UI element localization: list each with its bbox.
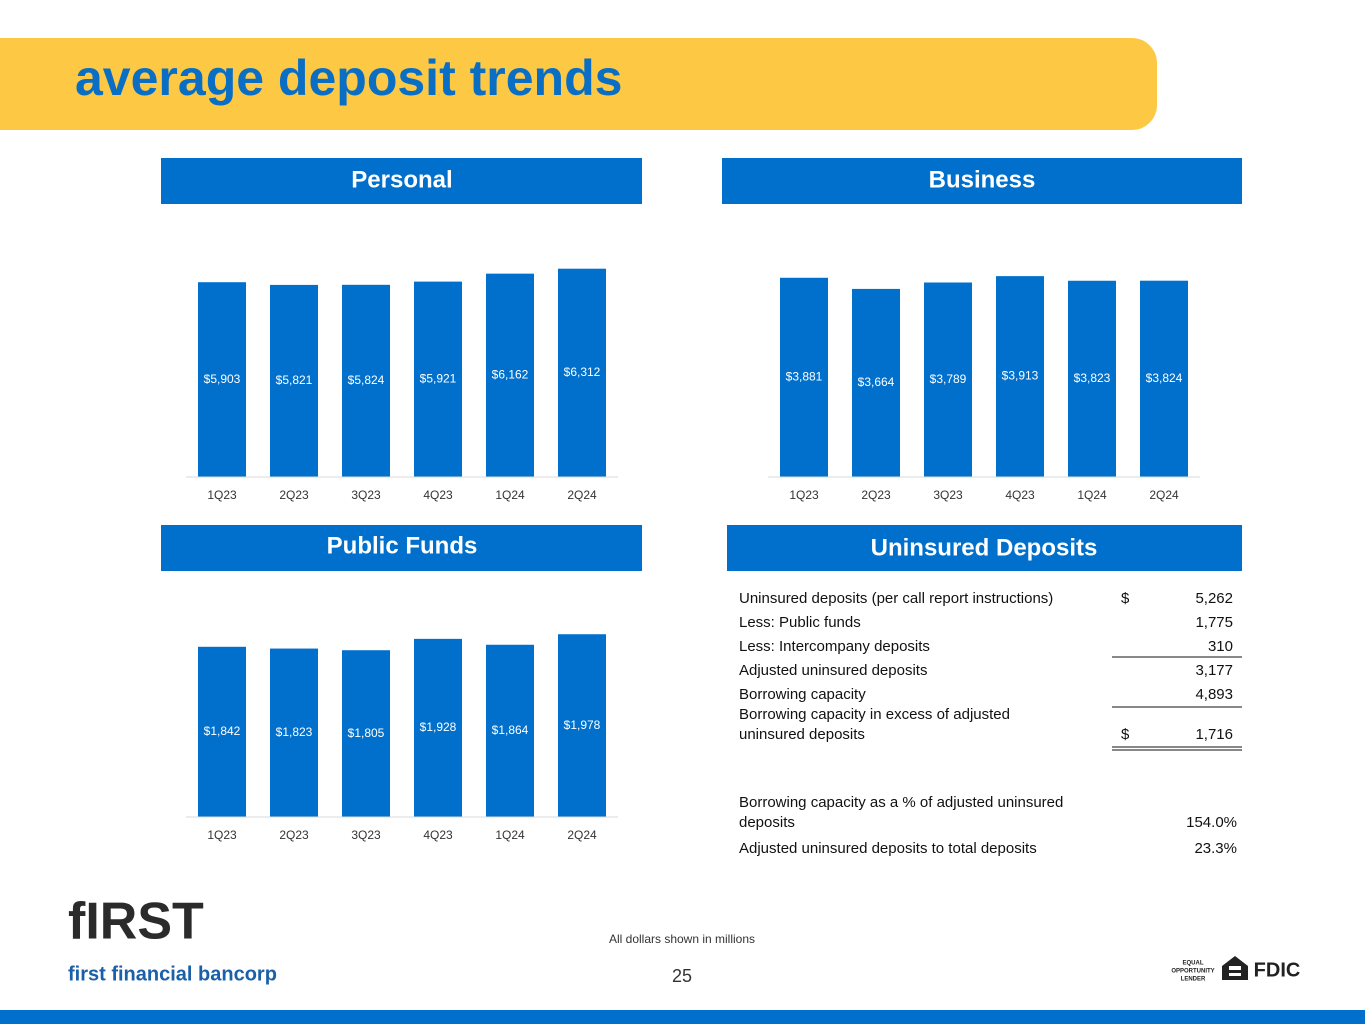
bar xyxy=(414,638,462,817)
bar xyxy=(342,284,390,477)
bar xyxy=(198,646,246,817)
row-value: 4,893 xyxy=(1195,686,1233,703)
bar xyxy=(270,648,318,817)
bar xyxy=(1140,280,1188,477)
row-value: 1,716 xyxy=(1195,726,1233,743)
value-label: $1,928 xyxy=(420,720,457,734)
x-tick-label: 4Q23 xyxy=(423,828,453,842)
x-tick-label: 1Q24 xyxy=(495,828,525,842)
bar xyxy=(780,277,828,477)
panel-title: Business xyxy=(929,166,1036,193)
row-value: 23.3% xyxy=(1194,840,1237,857)
badge-text: OPPORTUNITY xyxy=(1171,969,1214,975)
value-label: $1,823 xyxy=(276,725,313,739)
row-value: 1,775 xyxy=(1195,614,1233,631)
row-label: Borrowing capacity as a % of adjusted un… xyxy=(739,794,1063,811)
row-label: uninsured deposits xyxy=(739,726,865,743)
panel-title: Uninsured Deposits xyxy=(871,534,1098,561)
row-label: Less: Public funds xyxy=(739,614,861,631)
company-name: first financial bancorp xyxy=(68,963,277,985)
value-label: $3,824 xyxy=(1146,371,1183,385)
row-currency: $ xyxy=(1121,590,1130,607)
logo: fIRST xyxy=(68,893,204,951)
bar xyxy=(1068,280,1116,477)
x-tick-label: 2Q24 xyxy=(567,488,597,502)
value-label: $1,864 xyxy=(492,723,529,737)
panel-header xyxy=(727,525,1242,571)
bar xyxy=(996,276,1044,477)
x-tick-label: 3Q23 xyxy=(351,828,381,842)
x-tick-label: 2Q23 xyxy=(861,488,891,502)
panel-header xyxy=(161,525,642,571)
value-label: $3,789 xyxy=(930,372,967,386)
x-tick-label: 3Q23 xyxy=(351,488,381,502)
title-banner xyxy=(0,38,1157,130)
row-label: Borrowing capacity xyxy=(739,686,866,703)
panel-title: Public Funds xyxy=(327,532,478,559)
bar xyxy=(924,282,972,477)
row-label: Less: Intercompany deposits xyxy=(739,638,930,655)
value-label: $5,903 xyxy=(204,372,241,386)
panel-header xyxy=(161,158,642,204)
bar xyxy=(558,634,606,817)
value-label: $6,312 xyxy=(564,365,601,379)
bar xyxy=(270,284,318,477)
row-label: Uninsured deposits (per call report inst… xyxy=(739,590,1053,607)
badge-text: LENDER xyxy=(1181,977,1206,983)
x-tick-label: 3Q23 xyxy=(933,488,963,502)
value-label: $5,821 xyxy=(276,373,313,387)
panel-title: Personal xyxy=(351,166,452,193)
value-label: $1,805 xyxy=(348,726,385,740)
row-value: 310 xyxy=(1208,638,1233,655)
row-label: deposits xyxy=(739,814,795,831)
badge-text: EQUAL xyxy=(1183,961,1204,967)
bar xyxy=(198,282,246,477)
value-label: $5,824 xyxy=(348,373,385,387)
x-tick-label: 1Q24 xyxy=(495,488,525,502)
value-label: $6,162 xyxy=(492,367,529,381)
row-value: 154.0% xyxy=(1186,814,1237,831)
x-tick-label: 2Q24 xyxy=(567,828,597,842)
bottom-bar xyxy=(0,1010,1365,1024)
value-label: $1,978 xyxy=(564,718,601,732)
x-tick-label: 1Q23 xyxy=(207,488,237,502)
bar xyxy=(852,288,900,477)
row-label: Adjusted uninsured deposits xyxy=(739,662,927,679)
bar xyxy=(342,650,390,817)
bar xyxy=(486,273,534,477)
x-tick-label: 4Q23 xyxy=(1005,488,1035,502)
value-label: $5,921 xyxy=(420,371,457,385)
x-tick-label: 1Q23 xyxy=(207,828,237,842)
x-tick-label: 1Q23 xyxy=(789,488,819,502)
x-tick-label: 2Q24 xyxy=(1149,488,1179,502)
badge-text: FDIC xyxy=(1254,959,1301,981)
x-tick-label: 2Q23 xyxy=(279,828,309,842)
row-value: 3,177 xyxy=(1195,662,1233,679)
bar xyxy=(486,644,534,817)
footnote: All dollars shown in millions xyxy=(609,932,755,946)
x-tick-label: 1Q24 xyxy=(1077,488,1107,502)
value-label: $3,913 xyxy=(1002,369,1039,383)
value-label: $3,664 xyxy=(858,375,895,389)
housing-icon xyxy=(1222,956,1248,980)
slide-title: average deposit trends xyxy=(75,50,622,106)
page-number: 25 xyxy=(672,966,692,986)
row-value: 5,262 xyxy=(1195,590,1233,607)
row-label: Adjusted uninsured deposits to total dep… xyxy=(739,840,1037,857)
x-tick-label: 2Q23 xyxy=(279,488,309,502)
panel-header xyxy=(722,158,1242,204)
value-label: $3,823 xyxy=(1074,371,1111,385)
row-label: Borrowing capacity in excess of adjusted xyxy=(739,706,1010,723)
value-label: $1,842 xyxy=(204,724,241,738)
x-tick-label: 4Q23 xyxy=(423,488,453,502)
value-label: $3,881 xyxy=(786,370,823,384)
row-currency: $ xyxy=(1121,726,1130,743)
bar xyxy=(414,281,462,477)
bar xyxy=(558,268,606,477)
